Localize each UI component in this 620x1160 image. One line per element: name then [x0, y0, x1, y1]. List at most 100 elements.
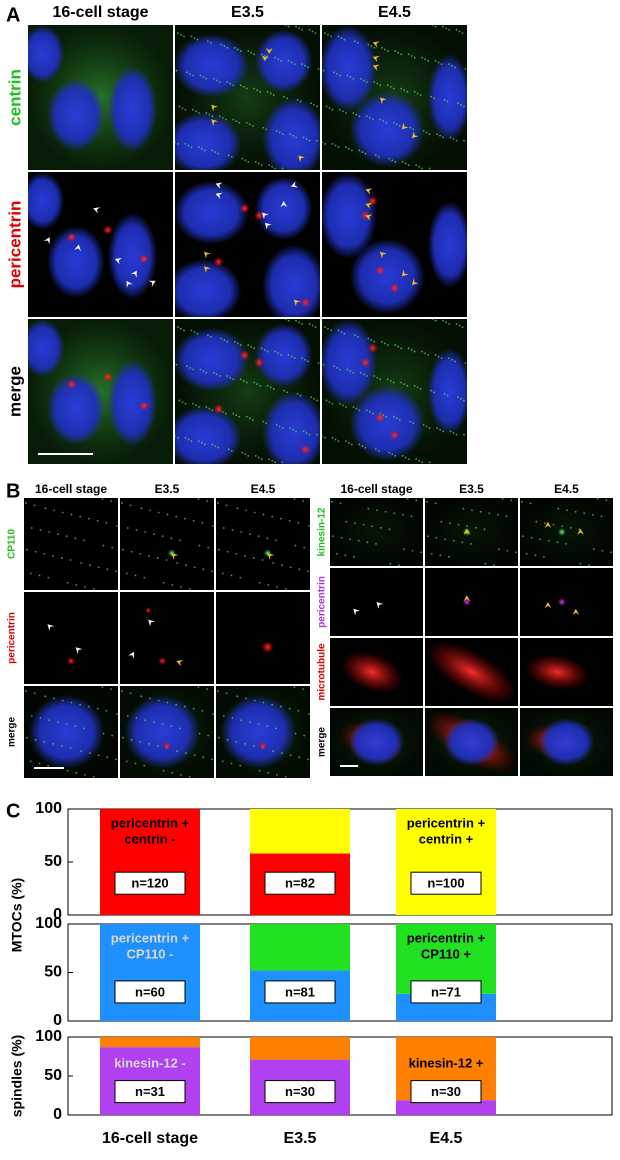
nucleus — [427, 201, 467, 288]
speck — [535, 520, 538, 523]
speck — [66, 581, 69, 584]
speck — [362, 373, 365, 376]
speck — [192, 402, 194, 405]
arrowhead — [365, 214, 373, 221]
speck — [143, 764, 146, 767]
micrograph-content — [330, 498, 423, 566]
speck — [245, 121, 248, 124]
speck — [226, 81, 229, 83]
speck — [175, 703, 178, 706]
speck — [368, 410, 371, 413]
speck — [156, 745, 159, 747]
speck — [391, 159, 394, 162]
speck — [283, 389, 286, 392]
speck — [231, 717, 234, 719]
speck — [394, 454, 397, 457]
speck — [431, 25, 434, 26]
speck — [418, 165, 421, 168]
speck — [122, 548, 124, 551]
speck — [497, 548, 500, 551]
speck — [223, 45, 226, 48]
speck — [199, 368, 202, 371]
speck — [229, 376, 232, 379]
speck — [424, 352, 427, 355]
speck — [60, 745, 63, 747]
speck — [287, 319, 290, 322]
speck — [233, 46, 236, 49]
speck — [135, 717, 138, 719]
speck — [365, 81, 368, 83]
speck — [415, 458, 418, 461]
speck — [122, 736, 124, 739]
speck — [610, 551, 612, 554]
speck — [426, 535, 429, 538]
micrograph — [28, 319, 173, 464]
speck — [190, 329, 193, 332]
bar-annotation: kinesin-12 + — [409, 1055, 484, 1070]
speck — [247, 344, 250, 346]
speck — [202, 756, 205, 759]
speck — [350, 443, 353, 446]
speck — [389, 562, 392, 565]
speck — [308, 525, 310, 527]
speck — [556, 541, 559, 544]
speck — [457, 396, 459, 399]
speck — [352, 112, 355, 114]
arrowhead — [372, 55, 380, 63]
speck — [446, 394, 449, 397]
speck — [330, 35, 332, 38]
micrograph-bg — [24, 498, 118, 590]
speck — [198, 146, 200, 149]
speck — [250, 51, 253, 54]
speck — [250, 345, 253, 348]
dot — [367, 343, 378, 353]
speck — [364, 446, 367, 449]
speck — [374, 448, 377, 451]
speck — [226, 340, 229, 343]
micrograph-content — [175, 25, 320, 170]
speck — [272, 750, 275, 753]
nucleus — [538, 718, 595, 766]
speck — [303, 734, 306, 737]
speck — [293, 63, 296, 66]
speck — [129, 692, 132, 695]
speck — [266, 56, 269, 59]
speck — [331, 437, 334, 439]
speck — [207, 546, 210, 549]
speck — [260, 164, 263, 167]
micrograph — [520, 638, 613, 706]
speck — [258, 769, 261, 772]
speck — [196, 38, 199, 41]
arrowhead — [380, 97, 387, 105]
speck — [280, 564, 283, 567]
green-haze — [330, 498, 423, 566]
speck — [305, 432, 308, 434]
y-tick-label: 50 — [44, 1067, 62, 1084]
speck — [354, 522, 356, 525]
speck — [79, 703, 82, 706]
speck — [449, 430, 452, 433]
speck — [135, 529, 138, 531]
speck — [331, 108, 334, 111]
nucleus — [349, 91, 425, 168]
arrowhead — [293, 299, 301, 307]
speck — [434, 319, 437, 322]
arrowhead — [365, 188, 373, 195]
speck — [400, 381, 403, 384]
speck — [289, 566, 292, 569]
speck — [358, 443, 361, 446]
speck — [224, 118, 227, 121]
speck — [263, 349, 266, 351]
speck — [301, 357, 303, 360]
x-tick-label: E3.5 — [284, 1130, 317, 1147]
speck — [202, 370, 205, 373]
speck — [428, 167, 431, 170]
speck — [236, 507, 239, 510]
speck — [566, 509, 568, 512]
micrograph-content — [520, 638, 613, 706]
speck — [175, 69, 178, 72]
speck — [208, 113, 211, 116]
speck — [184, 564, 187, 567]
dot — [66, 232, 77, 243]
